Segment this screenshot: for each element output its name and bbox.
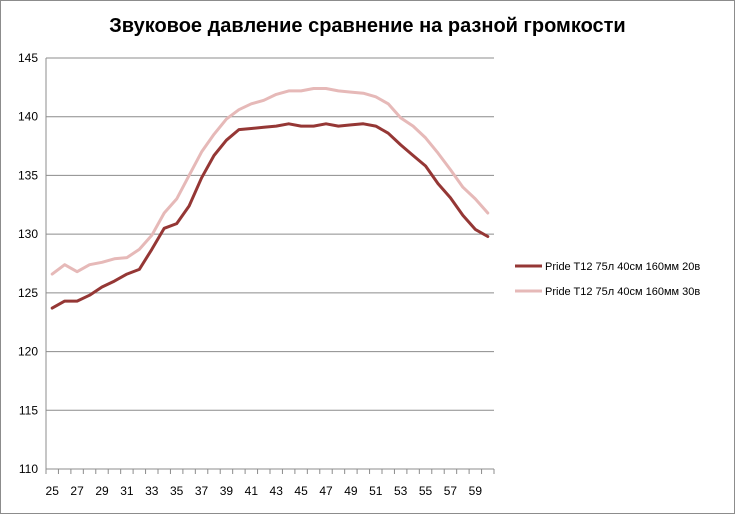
x-tick-label: 49 — [344, 484, 358, 498]
x-tick-label: 35 — [170, 484, 184, 498]
x-tick-label: 33 — [145, 484, 159, 498]
x-tick-label: 29 — [95, 484, 109, 498]
x-tick-label: 27 — [70, 484, 84, 498]
y-tick-label: 130 — [18, 227, 38, 241]
x-tick-label: 43 — [270, 484, 284, 498]
x-tick-label: 41 — [245, 484, 259, 498]
series-line-2 — [50, 87, 490, 276]
y-tick-label: 145 — [18, 51, 38, 65]
x-tick-label: 51 — [369, 484, 383, 498]
x-tick-label: 25 — [46, 484, 60, 498]
x-tick-label: 39 — [220, 484, 234, 498]
x-tick-label: 55 — [419, 484, 433, 498]
y-tick-label: 125 — [18, 286, 38, 300]
x-tick-label: 47 — [319, 484, 333, 498]
chart-title: Звуковое давление сравнение на разной гр… — [109, 15, 626, 37]
series-line-1 — [50, 122, 490, 310]
x-tick-label: 57 — [444, 484, 458, 498]
x-tick-label: 31 — [120, 484, 134, 498]
y-tick-label: 140 — [18, 110, 38, 124]
legend-label-2: Pride T12 75л 40см 160мм 30в — [545, 286, 700, 298]
x-tick-label: 45 — [294, 484, 308, 498]
y-tick-label: 115 — [19, 403, 38, 417]
y-tick-label: 120 — [18, 345, 38, 359]
x-tick-label: 37 — [195, 484, 209, 498]
x-tick-label: 59 — [469, 484, 483, 498]
y-tick-label: 110 — [19, 462, 38, 476]
x-tick-label: 53 — [394, 484, 408, 498]
y-tick-label: 135 — [18, 168, 38, 182]
legend-label-1: Pride T12 75л 40см 160мм 20в — [545, 261, 700, 273]
